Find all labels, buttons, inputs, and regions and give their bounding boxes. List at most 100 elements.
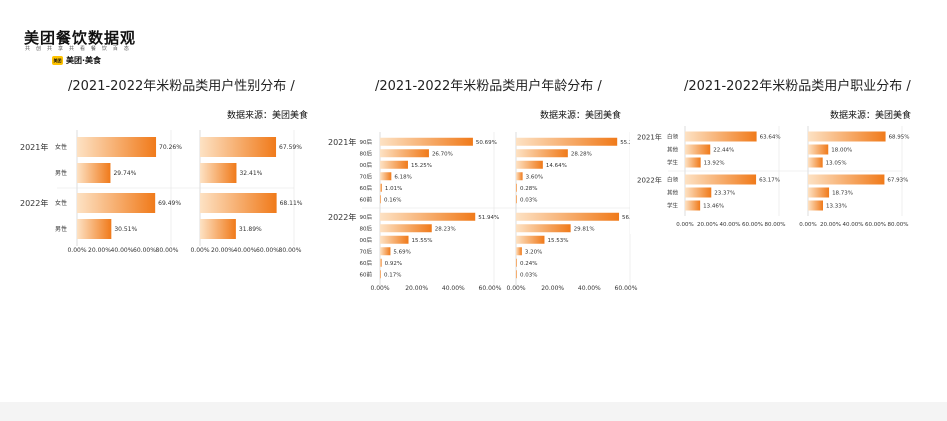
meituan-logo-icon: 美团	[52, 55, 63, 65]
tick-label: 20.00%	[405, 285, 428, 292]
category-label: 70后	[360, 172, 373, 180]
data-label: 31.89%	[239, 226, 262, 233]
tick-label: 0.00%	[190, 247, 209, 254]
bar	[685, 200, 701, 211]
category-label: 男性	[55, 169, 67, 177]
category-label: 其他	[667, 146, 679, 154]
data-label: 67.59%	[279, 144, 302, 151]
bar	[200, 163, 237, 183]
group-label: 2021年	[20, 142, 48, 152]
brand-title: 美团餐饮数据观	[24, 29, 137, 47]
tick-label: 60.00%	[133, 247, 156, 254]
bar	[380, 160, 408, 169]
bar	[380, 224, 432, 233]
tick-label: 0.00%	[676, 222, 693, 228]
bar	[516, 183, 517, 192]
tick-label: 60.00%	[742, 222, 763, 228]
tick-label: 80.00%	[888, 222, 909, 228]
data-label: 28.28%	[571, 151, 592, 157]
tick-label: 60.00%	[865, 222, 886, 228]
category-label: 学生	[667, 202, 679, 210]
bar	[380, 270, 381, 279]
logo-text: 美团·美食	[66, 55, 102, 65]
data-label: 1.01%	[385, 186, 402, 192]
bar	[380, 247, 391, 256]
tick-label: 40.00%	[720, 222, 741, 228]
category-label: 00后	[360, 161, 373, 169]
category-label: 80后	[360, 224, 373, 232]
brand-subtitle: 共 创 共 享 共 看 餐 饮 百 态	[25, 46, 132, 52]
bar	[808, 144, 829, 155]
tick-label: 40.00%	[843, 222, 864, 228]
tick-label: 60.00%	[479, 285, 502, 292]
category-label: 90后	[360, 213, 373, 221]
gender-panel-title: /2021-2022年米粉品类用户性别分布 /	[68, 79, 295, 94]
bar	[685, 157, 701, 168]
tick-label: 0.00%	[799, 222, 816, 228]
category-label: 70后	[360, 247, 373, 255]
data-label: 13.33%	[826, 204, 847, 210]
data-label: 69.49%	[158, 200, 181, 207]
category-label: 白领	[667, 176, 679, 184]
bar	[685, 131, 757, 142]
group-label: 2022年	[328, 212, 356, 222]
bar	[380, 212, 476, 221]
data-label: 18.73%	[832, 191, 853, 197]
data-label: 15.55%	[412, 238, 433, 244]
bar	[380, 183, 382, 192]
data-label: 0.16%	[384, 197, 401, 203]
bar	[200, 219, 236, 239]
bar	[685, 187, 712, 198]
tick-label: 60.00%	[615, 285, 638, 292]
tick-label: 40.00%	[234, 247, 257, 254]
tick-label: 80.00%	[156, 247, 179, 254]
data-label: 0.92%	[385, 261, 402, 267]
category-label: 00后	[360, 236, 373, 244]
data-label: 30.51%	[114, 226, 137, 233]
data-label: 28.23%	[435, 226, 456, 232]
group-label: 2022年	[637, 176, 662, 185]
data-label: 3.60%	[526, 174, 543, 180]
data-label: 50.69%	[476, 140, 497, 146]
bar	[808, 131, 886, 142]
occupation-chart: 2021年 白领 63.64% 68.95% 其他 22.44% 18.00% 学生 13.92…	[630, 122, 930, 234]
bar	[685, 144, 711, 155]
bottom-band	[0, 402, 947, 421]
bar	[200, 193, 277, 213]
category-label: 女性	[55, 143, 67, 151]
tick-label: 0.00%	[370, 285, 389, 292]
data-label: 5.69%	[393, 249, 410, 255]
tick-label: 0.00%	[67, 247, 86, 254]
tick-label: 20.00%	[541, 285, 564, 292]
data-label: 0.24%	[520, 261, 537, 267]
data-label: 18.00%	[831, 148, 852, 154]
data-label: 22.44%	[713, 148, 734, 154]
data-label: 26.70%	[432, 151, 453, 157]
tick-label: 80.00%	[279, 247, 302, 254]
data-label: 32.41%	[239, 170, 262, 177]
bar	[516, 172, 523, 181]
tick-label: 20.00%	[697, 222, 718, 228]
data-label: 13.46%	[703, 204, 724, 210]
bar	[516, 247, 522, 256]
bar	[516, 258, 517, 267]
data-label: 63.64%	[760, 135, 781, 141]
data-label: 23.37%	[714, 191, 735, 197]
bar	[516, 270, 517, 279]
data-label: 13.05%	[826, 161, 847, 167]
gender-chart: 2021年 女性 70.26% 67.59%男性 29.74% 32.41%2022年 女性…	[15, 126, 315, 260]
bar	[516, 160, 543, 169]
bar	[380, 195, 381, 204]
category-label: 女性	[55, 199, 67, 207]
tick-label: 20.00%	[88, 247, 111, 254]
tick-label: 60.00%	[256, 247, 279, 254]
data-label: 67.93%	[887, 178, 908, 184]
data-label: 68.95%	[889, 135, 910, 141]
data-label: 0.03%	[520, 197, 537, 203]
data-label: 6.18%	[394, 174, 411, 180]
bar	[808, 187, 830, 198]
data-label: 15.25%	[411, 163, 432, 169]
occupation-panel-title: /2021-2022年米粉品类用户职业分布 /	[684, 79, 911, 94]
bar	[77, 137, 157, 157]
